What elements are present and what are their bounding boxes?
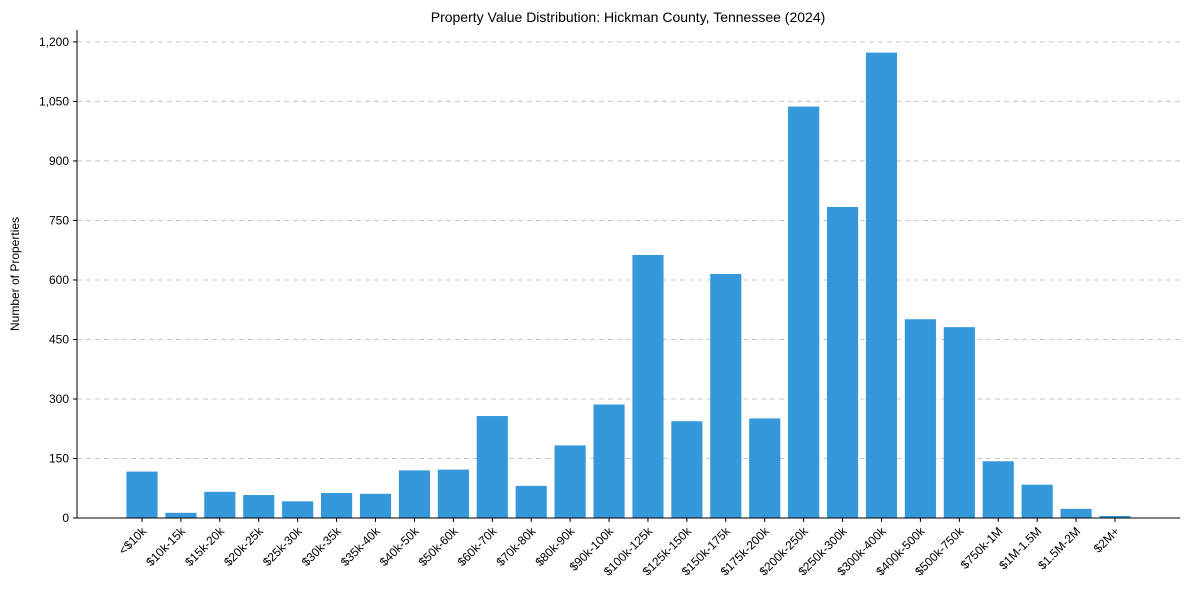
- bar: [476, 416, 508, 518]
- bar: [398, 470, 431, 518]
- bar: [749, 418, 781, 518]
- bar: [437, 469, 469, 518]
- bar: [243, 494, 275, 518]
- x-tick-label: $10k-15k: [143, 524, 189, 570]
- x-tick-label: $30k-35k: [299, 524, 345, 570]
- x-tick-label: $25k-30k: [260, 524, 306, 570]
- y-tick-label: 300: [49, 392, 69, 406]
- bar: [632, 254, 664, 518]
- y-tick-label: 750: [49, 213, 69, 227]
- bar: [1099, 516, 1131, 518]
- bar: [710, 274, 742, 518]
- x-tick-label: $40k-50k: [377, 524, 423, 570]
- x-tick-label: <$10k: [116, 524, 150, 558]
- bar: [982, 461, 1014, 518]
- bar: [204, 491, 236, 518]
- axes: [76, 30, 1180, 519]
- bar: [554, 445, 586, 518]
- bar: [671, 421, 703, 518]
- bars: [126, 52, 1131, 519]
- y-ticks: 0 150 300 450 600 750 900 1,050 1,200: [39, 35, 77, 525]
- bar: [126, 471, 158, 518]
- x-tick-label: $1.5M-2M: [1035, 524, 1083, 572]
- bar: [1060, 508, 1092, 518]
- bar: [1021, 484, 1053, 518]
- x-tick-label: $50k-60k: [416, 524, 462, 570]
- y-axis-label: Number of Properties: [8, 217, 22, 331]
- bar: [943, 327, 975, 518]
- gridlines: [77, 41, 1180, 459]
- bar: [282, 501, 314, 518]
- y-tick-label: 450: [49, 332, 69, 346]
- bar: [515, 485, 547, 518]
- bar: [865, 52, 898, 519]
- bar: [321, 493, 353, 518]
- y-tick-label: 900: [49, 154, 69, 168]
- y-tick-label: 0: [62, 511, 69, 525]
- y-tick-label: 1,200: [39, 35, 69, 49]
- x-tick-label: $2M+: [1091, 524, 1122, 555]
- bar: [788, 106, 820, 518]
- x-tick-label: $15k-20k: [182, 524, 228, 570]
- y-tick-label: 1,050: [39, 94, 69, 108]
- bar: [165, 512, 197, 518]
- chart-title: Property Value Distribution: Hickman Cou…: [431, 9, 826, 25]
- bar: [904, 319, 936, 518]
- y-tick-label: 600: [49, 273, 69, 287]
- x-tick-label: $35k-40k: [338, 524, 384, 570]
- x-tick-label: $70k-80k: [494, 524, 540, 570]
- x-ticks: <$10k$10k-15k$15k-20k$20k-25k$25k-30k$30…: [116, 518, 1122, 578]
- bar: [593, 404, 625, 518]
- y-tick-label: 150: [49, 451, 69, 465]
- bar: [826, 206, 859, 519]
- x-tick-label: $60k-70k: [455, 524, 501, 570]
- bar: [359, 493, 392, 518]
- x-tick-label: $20k-25k: [221, 524, 267, 570]
